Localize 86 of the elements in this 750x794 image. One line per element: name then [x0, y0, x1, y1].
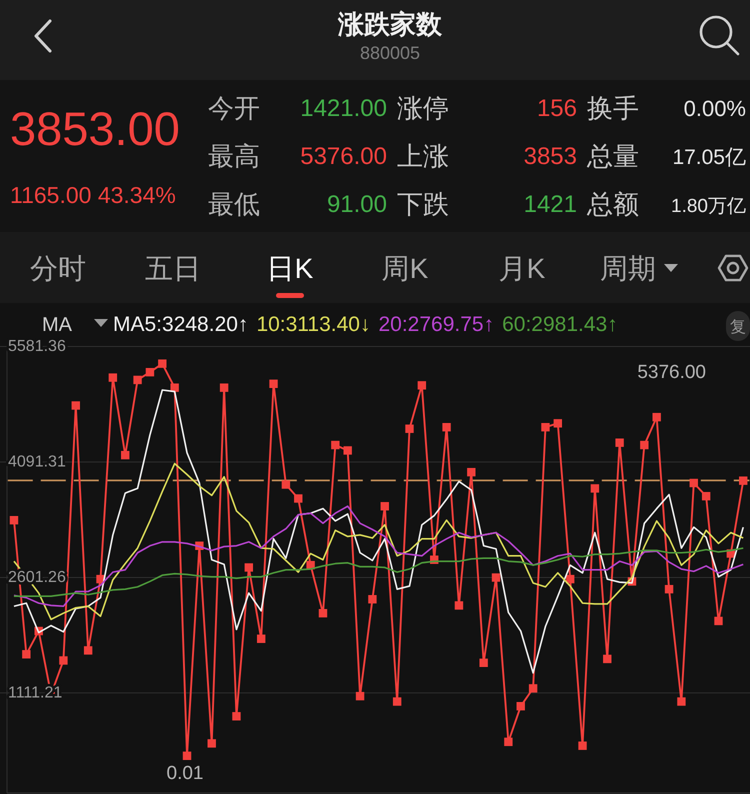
point	[331, 440, 340, 450]
text: 总量	[586, 141, 639, 171]
point	[318, 609, 328, 618]
point	[22, 650, 31, 658]
text: 涨停	[397, 93, 449, 123]
text: 下跌	[397, 189, 449, 219]
text: 今开	[208, 93, 260, 123]
point	[72, 401, 80, 410]
point	[528, 684, 538, 693]
point	[282, 480, 290, 489]
y-tick-label: 5581.36	[8, 338, 66, 355]
point	[405, 424, 414, 433]
text: 156	[536, 95, 577, 122]
text: 上涨	[397, 141, 449, 171]
text: 最高	[208, 141, 260, 171]
text: 5376.00	[300, 143, 387, 170]
text: 分时	[30, 253, 86, 284]
chart-subtitle: 880005	[360, 43, 420, 63]
point	[516, 702, 525, 710]
point	[702, 492, 710, 500]
point	[590, 484, 600, 493]
point	[208, 739, 216, 748]
point	[418, 381, 426, 390]
point	[554, 419, 562, 428]
point	[10, 516, 18, 524]
point	[294, 494, 302, 503]
text: 3853	[524, 143, 577, 170]
point	[739, 476, 748, 485]
text: 周期	[600, 253, 656, 284]
point	[479, 658, 488, 667]
point	[690, 478, 698, 488]
text: 1.80万亿	[671, 196, 746, 217]
point	[566, 574, 574, 584]
text: 月K	[498, 253, 546, 284]
text: 总额	[586, 189, 639, 219]
text: 91.00	[326, 191, 387, 218]
point	[146, 368, 154, 376]
text: 1165.00 43.34%	[10, 182, 176, 208]
y-tick-label: 4091.31	[8, 453, 66, 470]
chart-title: 涨跌家数	[337, 9, 443, 39]
point	[256, 634, 266, 643]
point	[244, 563, 254, 572]
point	[269, 380, 278, 388]
text: 1421.00	[300, 95, 387, 122]
point	[232, 712, 241, 720]
text: 3853.00	[10, 102, 180, 155]
text: 日K	[266, 253, 314, 284]
text: 复	[730, 319, 746, 336]
point	[664, 584, 674, 594]
point	[158, 359, 166, 368]
legend: MA5:3248.20↑ 10:3113.40↓ 20:2769.75↑ 60:2981.43↑	[113, 313, 618, 336]
point	[380, 502, 389, 510]
point	[467, 468, 476, 476]
point	[615, 438, 624, 447]
text: 17.05亿	[672, 146, 746, 169]
point	[182, 752, 192, 760]
point	[220, 383, 228, 392]
annotation: 0.01	[166, 763, 204, 784]
point	[677, 697, 686, 706]
point	[652, 412, 661, 422]
text: 最低	[208, 189, 260, 219]
point	[454, 601, 464, 610]
point	[368, 595, 377, 604]
point	[356, 692, 364, 700]
legend-title: MA	[42, 314, 72, 336]
text: 1421	[524, 191, 577, 218]
point	[541, 423, 550, 432]
point	[133, 376, 142, 384]
text: 周K	[382, 253, 429, 284]
point	[84, 646, 92, 655]
point	[108, 373, 118, 382]
text: 0.00%	[684, 96, 746, 121]
point	[578, 742, 587, 750]
point	[714, 616, 723, 626]
point	[344, 446, 352, 455]
point	[59, 656, 68, 665]
point	[603, 654, 612, 664]
point	[392, 697, 402, 706]
text: 五日	[145, 253, 201, 284]
text: 换手	[587, 93, 639, 123]
point	[492, 573, 500, 582]
point	[504, 738, 513, 746]
point	[640, 440, 649, 450]
point	[442, 423, 451, 432]
point	[121, 450, 130, 460]
annotation: 5376.00	[637, 362, 706, 383]
